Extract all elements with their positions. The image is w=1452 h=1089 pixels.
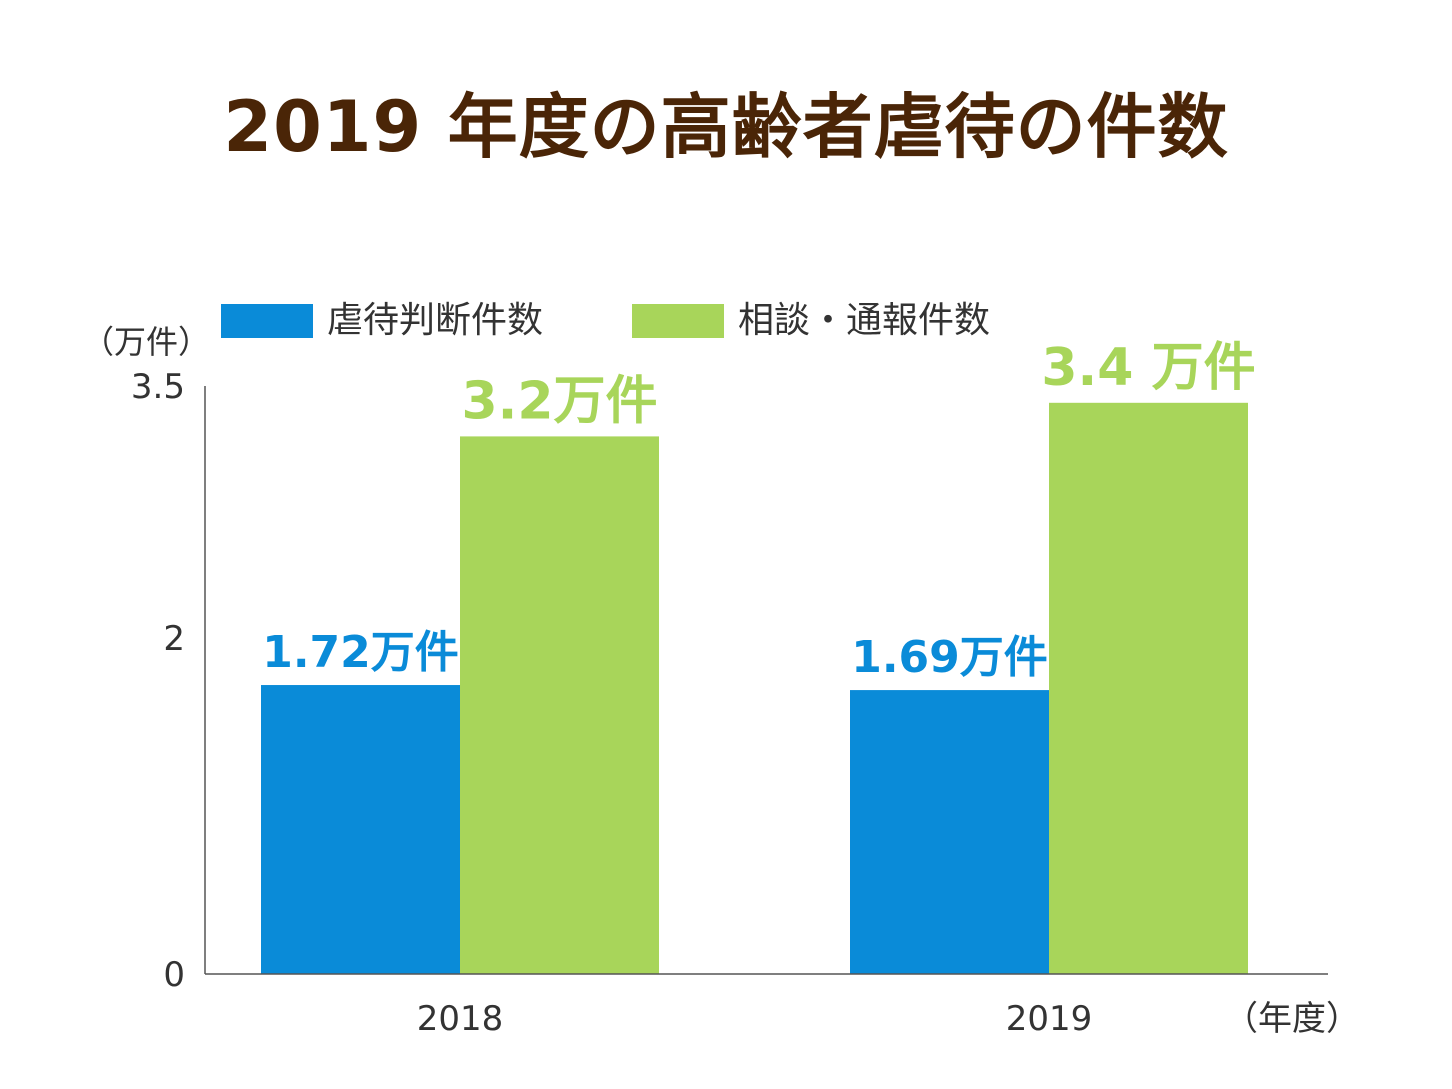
x-tick-label-2019: 2019 [1006, 999, 1093, 1039]
bar-虐待判断件数-2018 [261, 685, 460, 974]
x-axis-unit-label: （年度） [1224, 999, 1360, 1039]
y-tick-label-0: 0 [163, 955, 185, 995]
y-axis-unit-label: （万件） [82, 323, 211, 361]
legend-label-consultation-report: 相談・通報件数 [738, 300, 991, 341]
legend-item-consultation-report: 相談・通報件数 [632, 296, 990, 346]
data-label-相談・通報件数-2018: 3.2万件 [461, 371, 657, 431]
legend-item-abuse-determination: 虐待判断件数 [221, 296, 543, 346]
data-label-虐待判断件数-2019: 1.69万件 [851, 632, 1048, 683]
data-label-虐待判断件数-2018: 1.72万件 [262, 627, 459, 678]
bar-相談・通報件数-2018 [460, 436, 659, 974]
bar-虐待判断件数-2019 [850, 690, 1049, 974]
bar-相談・通報件数-2019 [1049, 402, 1248, 974]
legend-swatch-consultation-report [632, 304, 724, 338]
chart-title: 2019 年度の高齢者虐待の件数 [223, 86, 1229, 168]
data-label-相談・通報件数-2019: 3.4 万件 [1041, 338, 1255, 398]
y-tick-label-3.5: 3.5 [131, 367, 185, 407]
x-tick-label-2018: 2018 [417, 999, 504, 1039]
legend-label-abuse-determination: 虐待判断件数 [327, 300, 544, 341]
y-tick-label-2: 2 [163, 619, 185, 659]
legend-swatch-abuse-determination [221, 304, 313, 338]
